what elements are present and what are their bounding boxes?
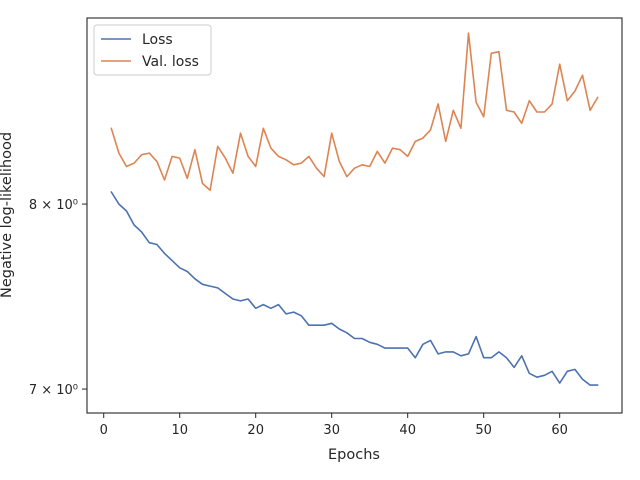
y-tick-label: 8 × 10⁰	[29, 198, 78, 213]
series-line-loss	[110, 191, 599, 386]
x-tick-label: 60	[551, 423, 568, 438]
legend-label-val-loss: Val. loss	[142, 54, 199, 70]
y-axis-label: Negative log-likelihood	[0, 132, 15, 298]
series-line-val-loss	[110, 32, 599, 192]
legend-box	[93, 24, 212, 76]
legend-label-loss: Loss	[142, 32, 173, 48]
x-axis-label: Epochs	[328, 447, 380, 463]
x-tick-label: 50	[475, 423, 492, 438]
legend: Loss Val. loss	[93, 24, 212, 76]
series-lines	[110, 32, 599, 386]
y-axis-ticks: 7 × 10⁰ 8 × 10⁰	[29, 198, 87, 398]
y-tick-label: 7 × 10⁰	[29, 383, 78, 398]
x-axis-ticks: 0 10 20 30 40 50 60	[100, 413, 568, 438]
x-tick-label: 40	[399, 423, 416, 438]
x-tick-label: 20	[247, 423, 264, 438]
x-tick-label: 10	[171, 423, 188, 438]
plot-frame	[86, 17, 623, 414]
x-tick-label: 30	[323, 423, 340, 438]
x-tick-label: 0	[100, 423, 108, 438]
